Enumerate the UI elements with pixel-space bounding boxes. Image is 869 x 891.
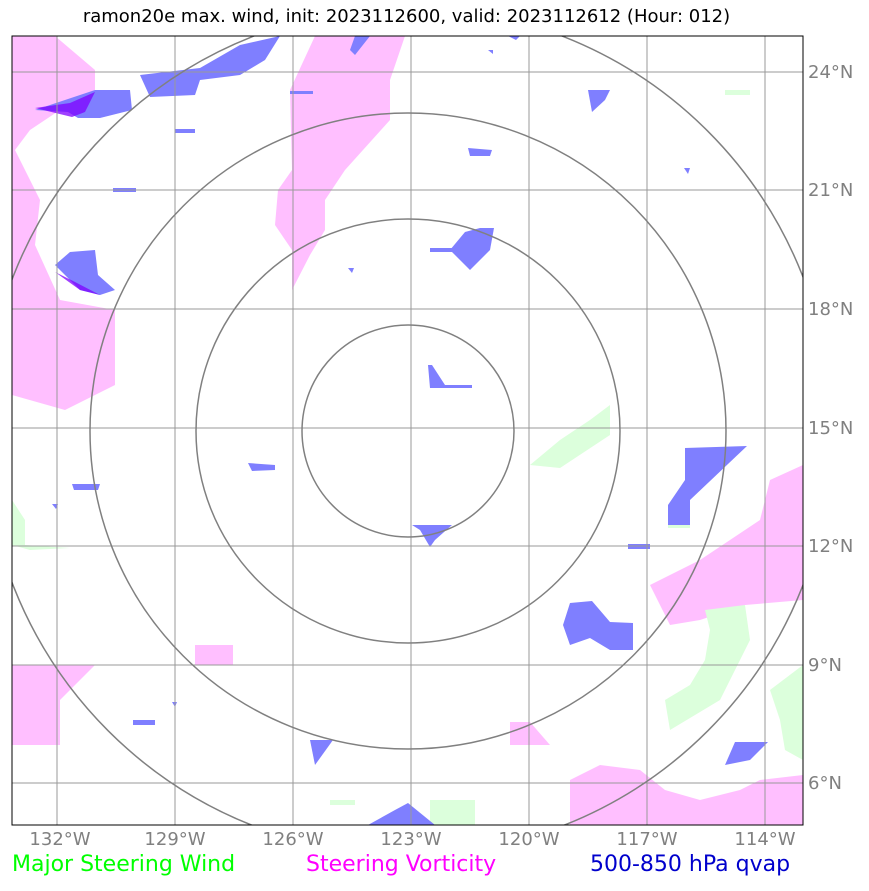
plot-frame — [11, 35, 804, 826]
lon-labels: 132°W 129°W 126°W 123°W 120°W 117°W 114°… — [29, 829, 795, 850]
lon-label: 117°W — [616, 829, 677, 850]
lon-label: 132°W — [29, 829, 90, 850]
legend-vorticity: Steering Vorticity — [306, 852, 497, 877]
lat-label: 18°N — [808, 299, 853, 320]
lat-label: 21°N — [808, 180, 853, 201]
lat-labels: 24°N 21°N 18°N 15°N 12°N 9°N 6°N — [808, 62, 853, 794]
lon-label: 123°W — [380, 829, 441, 850]
lon-label: 129°W — [144, 829, 205, 850]
lon-label: 114°W — [734, 829, 795, 850]
lon-label: 120°W — [498, 829, 559, 850]
plot-background — [12, 36, 803, 825]
lat-label: 15°N — [808, 418, 853, 439]
lat-label: 24°N — [808, 62, 853, 83]
lat-label: 9°N — [808, 655, 842, 676]
range-rings — [12, 36, 803, 825]
lat-label: 12°N — [808, 536, 853, 557]
lon-label: 126°W — [262, 829, 323, 850]
lat-label: 6°N — [808, 773, 842, 794]
legend-qvap: 500-850 hPa qvap — [590, 852, 791, 877]
legend-wind: Major Steering Wind — [12, 852, 236, 877]
map-title: ramon20e max. wind, init: 2023112600, va… — [82, 6, 731, 27]
overlap-areas — [35, 92, 100, 295]
graticule — [12, 36, 803, 825]
